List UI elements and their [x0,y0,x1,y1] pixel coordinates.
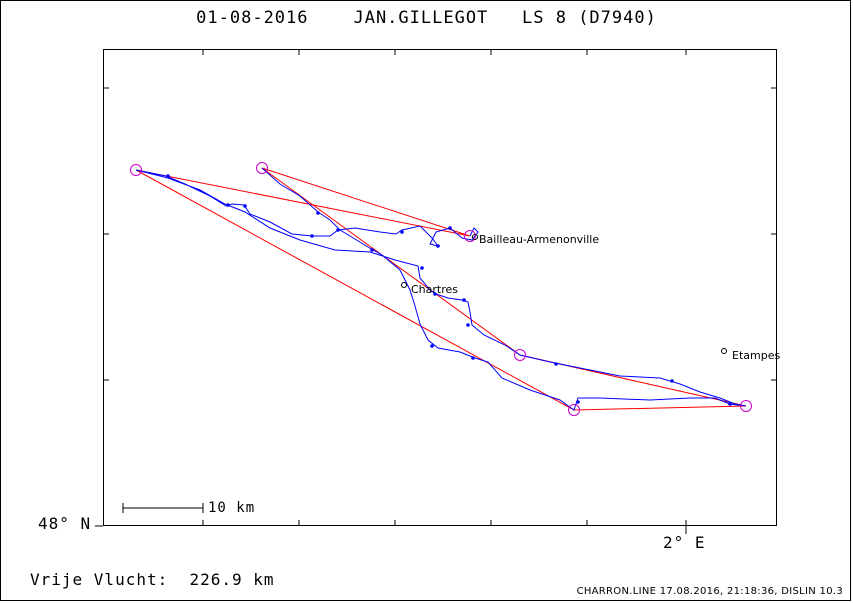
place-markers [401,234,727,354]
axis-ticks [95,49,777,534]
place-label-etampes: Etampes [732,349,781,362]
latitude-label: 48° N [38,514,92,533]
footer-software: DISLIN 10.3 [781,586,843,597]
distance-value: 226.9 km [189,570,275,589]
track-points [166,174,732,406]
place-marker-etampes [721,348,727,354]
scale-bar [122,503,204,513]
flight-title: 01-08-2016 JAN.GILLEGOT LS 8 (D7940) [0,8,853,28]
turnpoint-1 [130,164,142,176]
longitude-label: 2° E [663,533,706,552]
map-frame [103,49,777,526]
free-flight-distance: Vrije Vlucht: 226.9 km [30,570,275,589]
pilot-name: JAN.GILLEGOT [353,8,489,28]
place-marker-chartres [401,282,407,288]
turnpoint-3 [514,349,526,361]
turnpoint-4 [740,400,752,412]
footer-info: CHARRON.LINE 17.08.2016, 21:18:36, DISLI… [577,586,843,597]
turnpoint-5 [568,404,580,416]
place-marker-bailleau [472,234,478,240]
place-label-bailleau: Bailleau-Armenonville [479,233,600,246]
turnpoints [130,162,752,416]
scale-label: 10 km [208,500,256,516]
turnpoint-2 [256,162,268,174]
glider-type: LS 8 (D7940) [522,8,657,28]
place-label-chartres: Chartres [411,283,459,296]
footer-timestamp: 17.08.2016, 21:18:36, [659,586,778,597]
footer-file: CHARRON.LINE [576,586,657,597]
turnpoint-start [464,230,476,242]
distance-label: Vrije Vlucht: [30,570,169,589]
flight-date: 01-08-2016 [196,8,309,28]
